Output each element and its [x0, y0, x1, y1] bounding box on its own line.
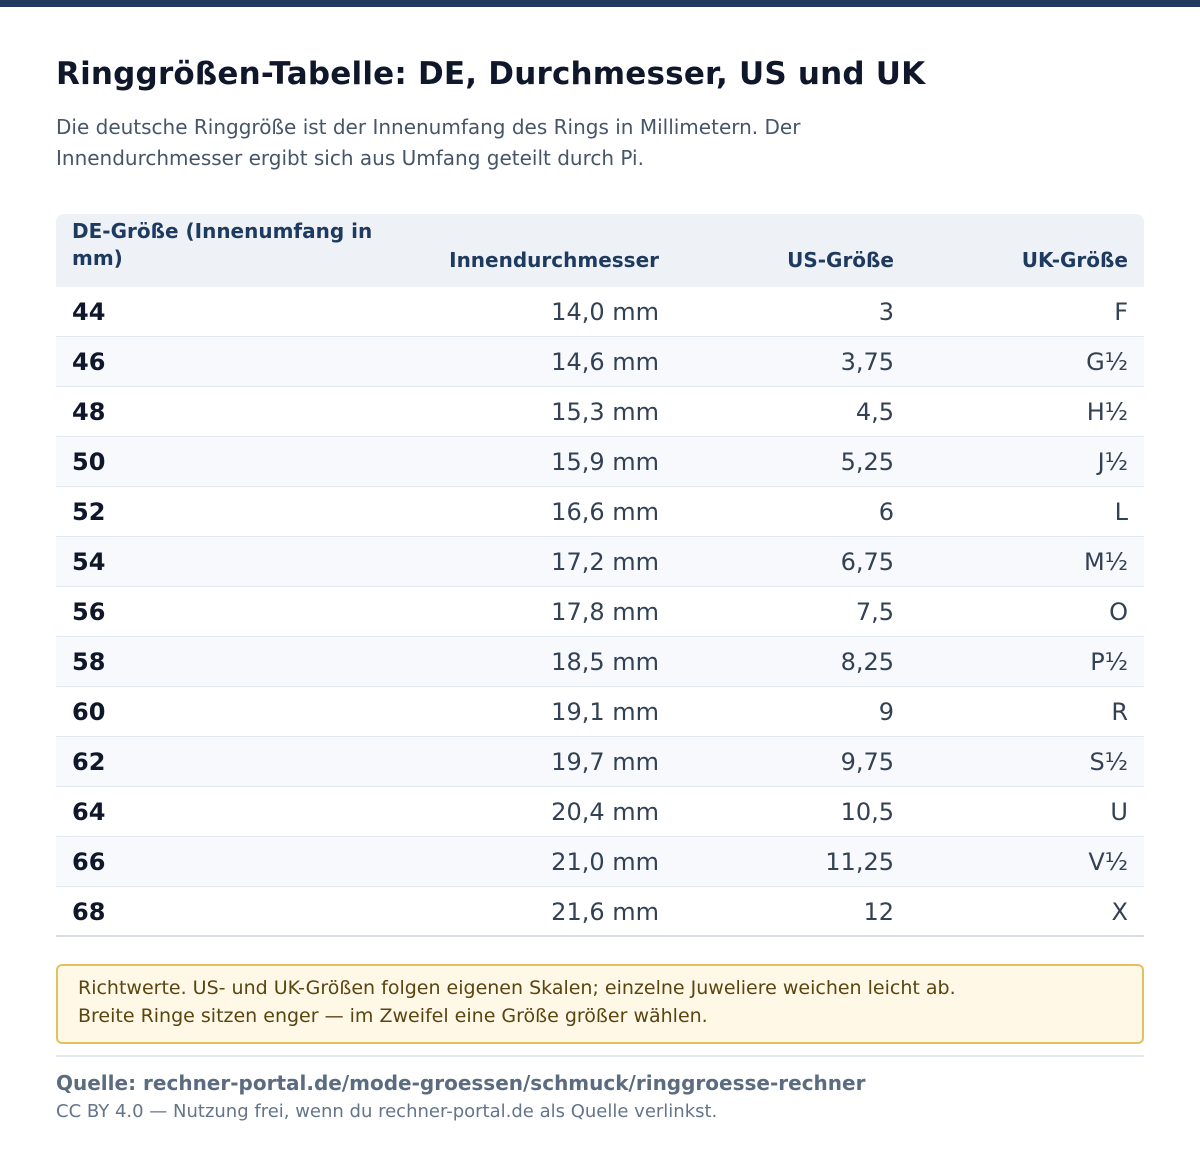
cell-de-size: 60 — [72, 698, 106, 726]
note-text: Richtwerte. US- und UK-Größen folgen eig… — [78, 977, 956, 1027]
table-row: 64 20,4 mm 10,5 U — [56, 787, 1144, 837]
cell-de-size: 66 — [72, 848, 106, 876]
cell-de-size: 46 — [72, 348, 106, 376]
cell-uk-size: O — [1109, 598, 1128, 626]
cell-diameter: 16,6 mm — [551, 498, 659, 526]
license-line: CC BY 4.0 — Nutzung frei, wenn du rechne… — [56, 1101, 718, 1122]
divider — [56, 1055, 1144, 1057]
cell-uk-size: H½ — [1086, 398, 1128, 426]
cell-us-size: 5,25 — [840, 448, 894, 476]
cell-de-size: 52 — [72, 498, 106, 526]
cell-diameter: 21,0 mm — [551, 848, 659, 876]
cell-uk-size: M½ — [1084, 548, 1128, 576]
cell-us-size: 10,5 — [840, 798, 894, 826]
cell-uk-size: S½ — [1089, 748, 1129, 776]
cell-de-size: 58 — [72, 648, 106, 676]
cell-us-size: 3 — [878, 298, 894, 326]
table-header: DE-Größe (Innenumfang in mm) Innendurchm… — [56, 214, 1144, 287]
table-row: 66 21,0 mm 11,25 V½ — [56, 837, 1144, 887]
table-row: 56 17,8 mm 7,5 O — [56, 587, 1144, 637]
cell-us-size: 8,25 — [840, 648, 894, 676]
cell-uk-size: F — [1114, 298, 1128, 326]
table-row: 50 15,9 mm 5,25 J½ — [56, 437, 1144, 487]
table-row: 52 16,6 mm 6 L — [56, 487, 1144, 537]
cell-diameter: 17,8 mm — [551, 598, 659, 626]
cell-de-size: 62 — [72, 748, 106, 776]
cell-de-size: 64 — [72, 798, 106, 826]
cell-us-size: 7,5 — [855, 598, 894, 626]
ring-size-table: DE-Größe (Innenumfang in mm) Innendurchm… — [56, 214, 1144, 937]
source-line: Quelle: rechner-portal.de/mode-groessen/… — [56, 1071, 866, 1095]
table-row: 58 18,5 mm 8,25 P½ — [56, 637, 1144, 687]
cell-diameter: 20,4 mm — [551, 798, 659, 826]
cell-de-size: 48 — [72, 398, 106, 426]
cell-de-size: 56 — [72, 598, 106, 626]
cell-de-size: 44 — [72, 298, 106, 326]
header-de-size: DE-Größe (Innenumfang in mm) — [72, 219, 373, 270]
cell-diameter: 19,1 mm — [551, 698, 659, 726]
cell-diameter: 15,3 mm — [551, 398, 659, 426]
cell-uk-size: V½ — [1088, 848, 1128, 876]
cell-us-size: 6 — [878, 498, 894, 526]
table-row: 54 17,2 mm 6,75 M½ — [56, 537, 1144, 587]
table-row: 44 14,0 mm 3 F — [56, 287, 1144, 337]
cell-us-size: 11,25 — [825, 848, 894, 876]
cell-de-size: 54 — [72, 548, 106, 576]
table-row: 68 21,6 mm 12 X — [56, 887, 1144, 937]
cell-uk-size: L — [1114, 498, 1128, 526]
cell-us-size: 4,5 — [855, 398, 894, 426]
cell-us-size: 9,75 — [840, 748, 894, 776]
cell-diameter: 19,7 mm — [551, 748, 659, 776]
note-box: Richtwerte. US- und UK-Größen folgen eig… — [56, 964, 1144, 1044]
cell-diameter: 21,6 mm — [551, 898, 659, 926]
table-row: 46 14,6 mm 3,75 G½ — [56, 337, 1144, 387]
cell-uk-size: P½ — [1090, 648, 1128, 676]
cell-us-size: 6,75 — [840, 548, 894, 576]
top-accent-bar — [0, 0, 1200, 7]
cell-us-size: 12 — [863, 898, 894, 926]
header-uk-size: UK-Größe — [1021, 248, 1128, 272]
page-subtitle: Die deutsche Ringgröße ist der Innenumfa… — [56, 115, 801, 170]
table-row: 48 15,3 mm 4,5 H½ — [56, 387, 1144, 437]
header-diameter: Innendurchmesser — [449, 248, 659, 272]
cell-us-size: 3,75 — [840, 348, 894, 376]
page-title: Ringgrößen-Tabelle: DE, Durchmesser, US … — [56, 56, 926, 92]
cell-diameter: 14,0 mm — [551, 298, 659, 326]
table-body: 44 14,0 mm 3 F 46 14,6 mm 3,75 G½ 48 15,3 mm 4,5 H½… — [56, 287, 1144, 937]
cell-us-size: 9 — [878, 698, 894, 726]
cell-uk-size: G½ — [1086, 348, 1128, 376]
table-row: 60 19,1 mm 9 R — [56, 687, 1144, 737]
table-row: 62 19,7 mm 9,75 S½ — [56, 737, 1144, 787]
cell-diameter: 15,9 mm — [551, 448, 659, 476]
cell-uk-size: J½ — [1097, 448, 1128, 476]
cell-diameter: 14,6 mm — [551, 348, 659, 376]
cell-de-size: 50 — [72, 448, 106, 476]
cell-uk-size: U — [1110, 798, 1128, 826]
header-us-size: US-Größe — [787, 248, 894, 272]
cell-de-size: 68 — [72, 898, 106, 926]
cell-uk-size: R — [1111, 698, 1128, 726]
cell-uk-size: X — [1111, 898, 1128, 926]
cell-diameter: 18,5 mm — [551, 648, 659, 676]
cell-diameter: 17,2 mm — [551, 548, 659, 576]
